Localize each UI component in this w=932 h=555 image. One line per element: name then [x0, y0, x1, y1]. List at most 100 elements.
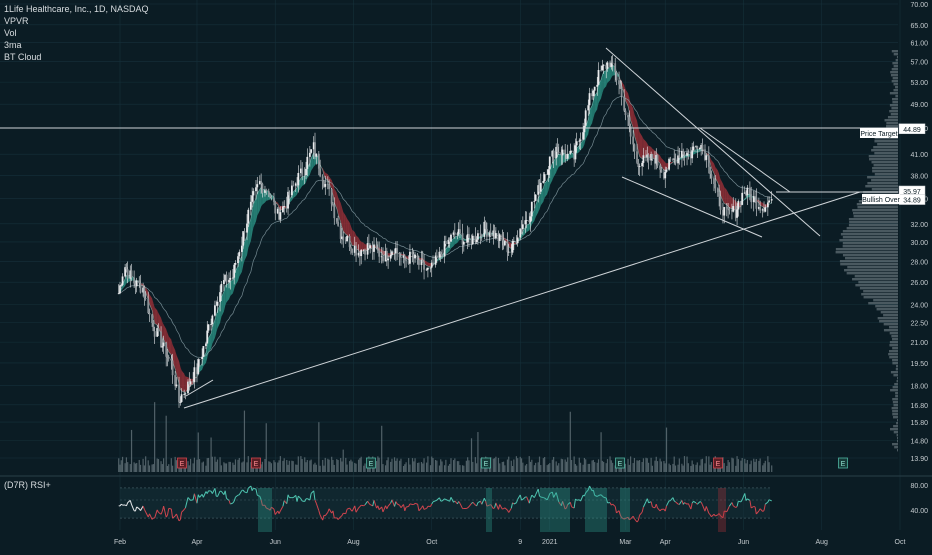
volume-profile-bar	[874, 152, 898, 154]
volume-profile-bar	[892, 359, 898, 361]
candle-body	[342, 237, 344, 241]
volume-bar	[172, 466, 173, 472]
volume-bar	[230, 462, 231, 472]
volume-profile-bar	[847, 266, 898, 268]
volume-bar	[758, 461, 759, 472]
candle-body	[540, 183, 542, 192]
volume-profile-bar	[897, 440, 898, 442]
earnings-marker-label: E	[484, 461, 489, 468]
earnings-marker-label: E	[716, 461, 721, 468]
volume-profile-bar	[894, 383, 898, 385]
candle-body	[412, 252, 414, 254]
volume-bar	[651, 458, 652, 472]
volume-bar	[749, 464, 750, 472]
volume-bar	[187, 461, 188, 472]
volume-bar	[636, 460, 637, 472]
candle-body	[369, 245, 371, 248]
candle-body	[260, 181, 262, 184]
volume-bar	[503, 462, 504, 472]
volume-bar	[309, 461, 310, 472]
candle-body	[718, 192, 720, 196]
candle-body	[562, 150, 564, 156]
candle-body	[255, 187, 257, 191]
symbol-title[interactable]: 1Life Healthcare, Inc., 1D, NASDAQ	[4, 3, 149, 15]
volume-bar	[399, 461, 400, 472]
candle-body	[127, 269, 129, 278]
rsi-line-segment	[700, 502, 701, 503]
candle-body	[749, 188, 751, 194]
volume-bar	[588, 464, 589, 472]
volume-bar	[454, 458, 455, 472]
volume-bar	[134, 462, 135, 472]
candle-body	[450, 235, 452, 242]
volume-bar	[296, 465, 297, 472]
volume-bar	[320, 466, 321, 472]
indicator-vol[interactable]: Vol	[4, 27, 149, 39]
candle-body	[426, 270, 428, 271]
candle-body	[472, 236, 474, 244]
volume-profile-bar	[852, 278, 898, 280]
volume-bar	[643, 458, 644, 472]
volume-bar	[286, 460, 287, 472]
candle-body	[567, 154, 569, 159]
candle-body	[513, 241, 515, 242]
volume-bar	[386, 460, 387, 472]
volume-bar	[223, 462, 224, 472]
volume-bar	[355, 464, 356, 472]
volume-bar	[753, 459, 754, 472]
volume-bar	[457, 461, 458, 472]
candle-body	[463, 242, 465, 245]
candle-body	[176, 385, 178, 387]
volume-bar	[583, 465, 584, 472]
volume-profile-bar	[892, 338, 898, 340]
volume-profile-bar	[896, 422, 898, 424]
rsi-indicator-label[interactable]: (D7R) RSI+	[4, 480, 51, 490]
indicator-3ma[interactable]: 3ma	[4, 39, 149, 51]
volume-bar	[566, 462, 567, 472]
candle-body	[696, 146, 698, 149]
candle-body	[440, 252, 442, 254]
volume-bar	[246, 462, 247, 472]
volume-profile-bar	[871, 149, 898, 151]
volume-bar	[340, 458, 341, 472]
candle-body	[349, 236, 351, 247]
volume-profile-bar	[875, 305, 898, 307]
candle-body	[512, 241, 514, 252]
volume-bar	[534, 465, 535, 472]
volume-bar	[512, 466, 513, 472]
candle-body	[682, 151, 684, 154]
volume-bar	[762, 465, 763, 472]
volume-profile-bar	[854, 215, 898, 217]
candle-body	[364, 250, 366, 255]
candle-body	[723, 207, 725, 215]
candle-body	[732, 206, 734, 212]
candle-body	[422, 260, 424, 262]
volume-bar	[421, 462, 422, 472]
volume-profile-bar	[897, 377, 898, 379]
candle-body	[292, 186, 294, 187]
volume-bar	[538, 462, 539, 472]
indicator-bt-cloud[interactable]: BT Cloud	[4, 51, 149, 63]
volume-bar	[704, 463, 705, 472]
indicator-vpvr[interactable]: VPVR	[4, 15, 149, 27]
candle-body	[454, 232, 456, 234]
volume-profile-bar	[895, 395, 898, 397]
volume-profile-bar	[874, 164, 898, 166]
volume-bar	[663, 461, 664, 472]
volume-profile-bar	[864, 296, 898, 298]
volume-bar	[747, 460, 748, 472]
volume-bar	[634, 458, 635, 472]
volume-bar	[593, 460, 594, 472]
volume-bar	[549, 463, 550, 472]
candle-body	[223, 280, 225, 284]
candle-body	[578, 141, 580, 142]
rsi-line-segment	[577, 500, 580, 501]
volume-profile-bar	[892, 68, 898, 70]
candle-body	[387, 259, 389, 261]
price-target-label: Price Target	[860, 131, 897, 138]
candle-body	[235, 263, 237, 265]
volume-bar	[511, 461, 512, 472]
volume-profile-bar	[847, 227, 898, 229]
candle-body	[636, 151, 638, 162]
